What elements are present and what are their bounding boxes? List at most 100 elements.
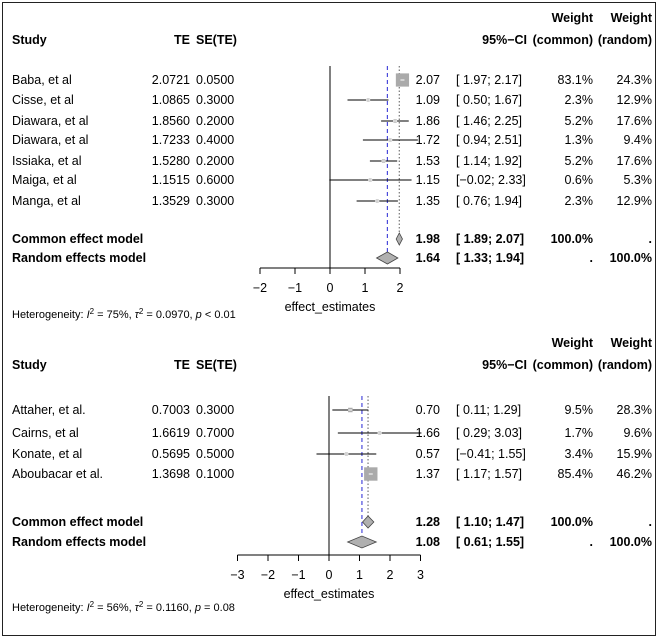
p1-study-se: 0.4000: [196, 133, 234, 147]
p1-model-estimate: 1.98: [416, 232, 440, 246]
p1-study-weight-random: 12.9%: [617, 194, 652, 208]
p1-heterogeneity-part: < 0.01: [202, 309, 236, 321]
p2-study-weight-common: 3.4%: [565, 447, 594, 461]
p1-study-estimate: 1.86: [416, 114, 440, 128]
p2-study-name: Konate, et al: [12, 447, 82, 461]
p1-model-name: Random effects model: [12, 251, 146, 265]
p1-heterogeneity-part: p: [195, 309, 202, 321]
p2-study-weight-common: 85.4%: [558, 467, 593, 481]
p1-header-weight-random-1: Weight: [611, 11, 653, 25]
p2-study-ci: [ 0.29; 3.03]: [456, 426, 522, 440]
p1-header-weight-common-1: Weight: [552, 11, 594, 25]
p1-study-weight-random: 17.6%: [617, 114, 652, 128]
p1-study-weight-random: 5.3%: [624, 173, 653, 187]
p2-model-estimate: 1.28: [416, 515, 440, 529]
p1-x-axis-tick-label: 2: [397, 281, 404, 295]
p2-model-name: Common effect model: [12, 515, 143, 529]
p2-header-weight-common-2: (common): [533, 358, 593, 372]
p2-heterogeneity-text: Heterogeneity: I2 = 56%, τ2 = 0.1160, p …: [12, 600, 235, 615]
p1-x-axis-label: effect_estimates: [285, 300, 376, 314]
p2-study-estimate: 0.70: [416, 403, 440, 417]
p2-study-ci: [ 1.17; 1.57]: [456, 467, 522, 481]
p2-heterogeneity-part: 2: [139, 600, 144, 609]
p2-study-name: Attaher, et al.: [12, 403, 86, 417]
p1-study-weight-random: 24.3%: [617, 73, 652, 87]
p2-model-name: Random effects model: [12, 535, 146, 549]
p2-study-ci: [−0.41; 1.55]: [456, 447, 526, 461]
p1-study-name: Issiaka, et al: [12, 154, 81, 168]
p1-heterogeneity-part: τ: [135, 309, 140, 321]
p1-header-weight-random-2: (random): [598, 33, 652, 47]
p2-heterogeneity-part: Heterogeneity:: [12, 602, 87, 614]
p1-heterogeneity-part: 2: [90, 307, 95, 316]
p1-study-name: Cisse, et al: [12, 93, 74, 107]
p1-study-weight-common: 83.1%: [558, 73, 593, 87]
p1-study-se: 0.6000: [196, 173, 234, 187]
p1-study-estimate: 1.53: [416, 154, 440, 168]
p1-study-te: 1.1515: [152, 173, 190, 187]
p1-study-estimate: 1.35: [416, 194, 440, 208]
p2-header-weight-common-1: Weight: [552, 336, 594, 350]
p2-study-te: 1.6619: [152, 426, 190, 440]
p2-model-weight-random: 100.0%: [610, 535, 652, 549]
p2-model-weight-common: 100.0%: [551, 515, 593, 529]
p2-study-weight-random: 15.9%: [617, 447, 652, 461]
p1-model-weight-random: .: [649, 232, 652, 246]
p2-model-weight-random: .: [649, 515, 652, 529]
p1-study-weight-common: 2.3%: [565, 93, 594, 107]
p1-study-name: Manga, et al: [12, 194, 81, 208]
p1-heterogeneity-part: = 75%,: [94, 309, 135, 321]
p1-study-te: 1.0865: [152, 93, 190, 107]
p2-header-weight-random-2: (random): [598, 358, 652, 372]
p1-study-weight-common: 0.6%: [565, 173, 594, 187]
p1-study-se: 0.3000: [196, 194, 234, 208]
p1-model-name: Common effect model: [12, 232, 143, 246]
p1-heterogeneity-part: I: [87, 309, 90, 321]
p2-study-se: 0.1000: [196, 467, 234, 481]
p2-x-axis-tick-label: 1: [356, 568, 363, 582]
p2-heterogeneity-part: 2: [90, 600, 95, 609]
p1-study-ci: [ 0.94; 2.51]: [456, 133, 522, 147]
p2-study-estimate: 1.37: [416, 467, 440, 481]
p1-study-estimate: 1.15: [416, 173, 440, 187]
p1-study-se: 0.0500: [196, 73, 234, 87]
p1-study-te: 1.3529: [152, 194, 190, 208]
p2-header-weight-random-1: Weight: [611, 336, 653, 350]
p1-study-ci: [ 1.46; 2.25]: [456, 114, 522, 128]
p2-study-weight-random: 28.3%: [617, 403, 652, 417]
p1-model-diamond: [375, 251, 399, 265]
p1-study-weight-common: 1.3%: [565, 133, 594, 147]
p1-study-estimate: 2.07: [416, 73, 440, 87]
p1-study-se: 0.2000: [196, 114, 234, 128]
p2-x-axis-tick-label: 3: [417, 568, 424, 582]
p1-header-weight-common-2: (common): [533, 33, 593, 47]
p1-heterogeneity-part: 2: [139, 307, 144, 316]
p1-x-axis-tick-label: 1: [362, 281, 369, 295]
p1-heterogeneity-part: Heterogeneity:: [12, 309, 87, 321]
p1-study-weight-random: 17.6%: [617, 154, 652, 168]
p1-model-estimate: 1.64: [416, 251, 440, 265]
p1-study-ci: [ 1.14; 1.92]: [456, 154, 522, 168]
p1-study-se: 0.2000: [196, 154, 234, 168]
p1-model-weight-random: 100.0%: [610, 251, 652, 265]
p1-study-name: Diawara, et al: [12, 114, 88, 128]
p1-study-se: 0.3000: [196, 93, 234, 107]
p1-model-ci: [ 1.33; 1.94]: [456, 251, 524, 265]
p1-study-weight-random: 12.9%: [617, 93, 652, 107]
p1-study-estimate: 1.09: [416, 93, 440, 107]
p1-study-weight-common: 2.3%: [565, 194, 594, 208]
p2-study-weight-random: 46.2%: [617, 467, 652, 481]
p2-study-se: 0.5000: [196, 447, 234, 461]
p1-heterogeneity-part: = 0.0970,: [143, 309, 195, 321]
p2-study-te: 0.7003: [152, 403, 190, 417]
p2-x-axis-tick-label: −1: [291, 568, 305, 582]
p2-x-axis-tick-label: 2: [387, 568, 394, 582]
p1-study-te: 1.8560: [152, 114, 190, 128]
p1-study-ci: [ 0.50; 1.67]: [456, 93, 522, 107]
p1-study-estimate: 1.72: [416, 133, 440, 147]
p1-header-ci: 95%−CI: [482, 33, 527, 47]
p2-study-te: 1.3698: [152, 467, 190, 481]
p1-model-weight-common: 100.0%: [551, 232, 593, 246]
p1-study-weight-common: 5.2%: [565, 114, 594, 128]
